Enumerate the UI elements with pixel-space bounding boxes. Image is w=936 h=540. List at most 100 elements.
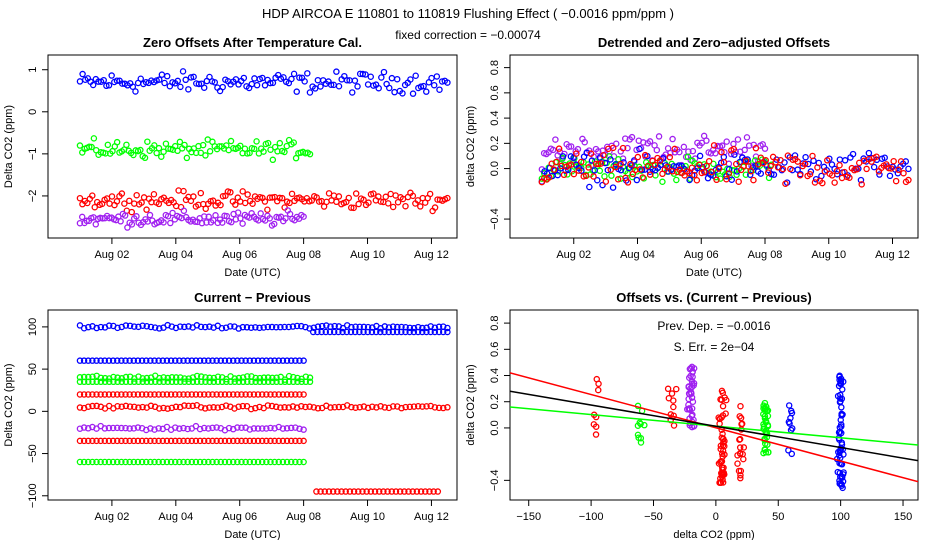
data-point-blue [388, 74, 396, 82]
data-point-green [717, 175, 724, 182]
data-point-purple [266, 215, 273, 222]
data-point-red [185, 402, 192, 410]
data-point-red [325, 488, 333, 495]
x-axis-label: delta CO2 (ppm) [673, 529, 754, 540]
data-point-blue [279, 357, 287, 364]
data-point-red [360, 196, 367, 204]
data-point-green [263, 458, 270, 466]
data-point-red [292, 437, 299, 445]
data-point-red [370, 190, 377, 197]
data-point-red [382, 193, 390, 201]
y-tick-label: 0.0 [489, 420, 501, 435]
data-point-blue [318, 328, 325, 336]
data-point-red [627, 160, 634, 168]
y-tick-label: 0.2 [489, 136, 501, 151]
data-point-red [121, 200, 128, 207]
data-point-blue [633, 176, 641, 184]
data-point-red [373, 404, 380, 411]
data-point-green [172, 374, 180, 381]
data-point-green [118, 378, 126, 386]
data-point-red [200, 437, 208, 445]
data-point-green [134, 458, 142, 466]
data-point-purple [685, 383, 692, 391]
data-point-red [261, 198, 269, 205]
x-tick-label: Aug 04 [158, 511, 193, 523]
data-point-red [250, 391, 258, 398]
x-tick-label: −150 [516, 511, 541, 523]
data-point-red [126, 437, 133, 445]
y-tick-label: 0.2 [489, 394, 501, 409]
data-point-purple [234, 424, 241, 431]
data-point-blue [391, 88, 398, 96]
data-point-red [126, 403, 134, 410]
data-point-red [426, 488, 433, 495]
data-point-blue [147, 323, 155, 331]
data-point-purple [164, 213, 172, 220]
data-point-green [260, 374, 268, 381]
data-point-green [273, 374, 280, 381]
data-point-purple [743, 134, 751, 141]
x-tick-label: Aug 02 [556, 249, 591, 261]
data-point-red [206, 404, 213, 411]
data-point-blue [802, 153, 809, 161]
figure-title: HDP AIRCOA E 110801 to 110819 Flushing E… [262, 6, 674, 21]
data-point-red [708, 168, 715, 176]
data-point-blue [599, 181, 606, 189]
data-point-red [824, 157, 831, 164]
data-point-red [342, 488, 349, 495]
data-point-red [254, 437, 262, 445]
data-point-blue [314, 76, 322, 84]
data-point-red [201, 405, 209, 412]
data-point-green [160, 378, 167, 386]
data-point-blue [132, 88, 139, 95]
data-point-blue [354, 83, 361, 90]
data-point-green [601, 173, 608, 180]
data-point-green [761, 399, 769, 407]
data-point-green [761, 446, 769, 454]
data-point-blue [837, 377, 845, 384]
data-point-blue [156, 325, 163, 332]
data-point-red [314, 405, 322, 412]
data-point-red [570, 170, 578, 178]
data-point-red [801, 160, 809, 168]
data-point-green [239, 378, 247, 386]
data-point-blue [410, 328, 418, 336]
data-point-purple [134, 424, 142, 431]
data-point-red [205, 437, 212, 445]
y-tick-label: 0.8 [489, 60, 501, 75]
data-point-blue [243, 324, 251, 331]
data-point-purple [712, 150, 719, 157]
data-point-green [223, 378, 230, 386]
data-point-blue [836, 424, 844, 431]
y-tick-label: 0.6 [489, 342, 501, 357]
panel-zero-offsets: Zero Offsets After Temperature Cal. Date … [3, 35, 458, 279]
data-point-red [764, 169, 772, 176]
data-point-green [114, 378, 121, 386]
data-point-red [93, 437, 100, 445]
data-point-green [93, 378, 100, 386]
data-point-purple [76, 425, 84, 432]
data-point-blue [113, 357, 121, 364]
data-point-purple [203, 219, 210, 226]
data-point-red [176, 437, 183, 445]
data-point-green [292, 154, 300, 162]
data-point-purple [169, 209, 176, 217]
data-point-blue [378, 74, 385, 81]
data-point-green [298, 378, 305, 386]
data-point-purple [669, 135, 676, 143]
data-point-blue [431, 328, 439, 336]
data-point-red [594, 386, 602, 394]
data-point-red [846, 174, 853, 181]
data-point-red [263, 437, 270, 445]
data-point-purple [109, 424, 117, 432]
data-point-blue [209, 357, 216, 364]
data-point-red [444, 404, 451, 411]
data-point-red [890, 157, 897, 165]
data-point-green [156, 378, 163, 386]
data-point-blue [385, 328, 392, 336]
data-point-purple [113, 424, 121, 432]
data-point-green [217, 458, 225, 466]
data-point-green [151, 458, 158, 466]
data-point-purple [263, 425, 270, 432]
data-point-green [634, 422, 642, 429]
